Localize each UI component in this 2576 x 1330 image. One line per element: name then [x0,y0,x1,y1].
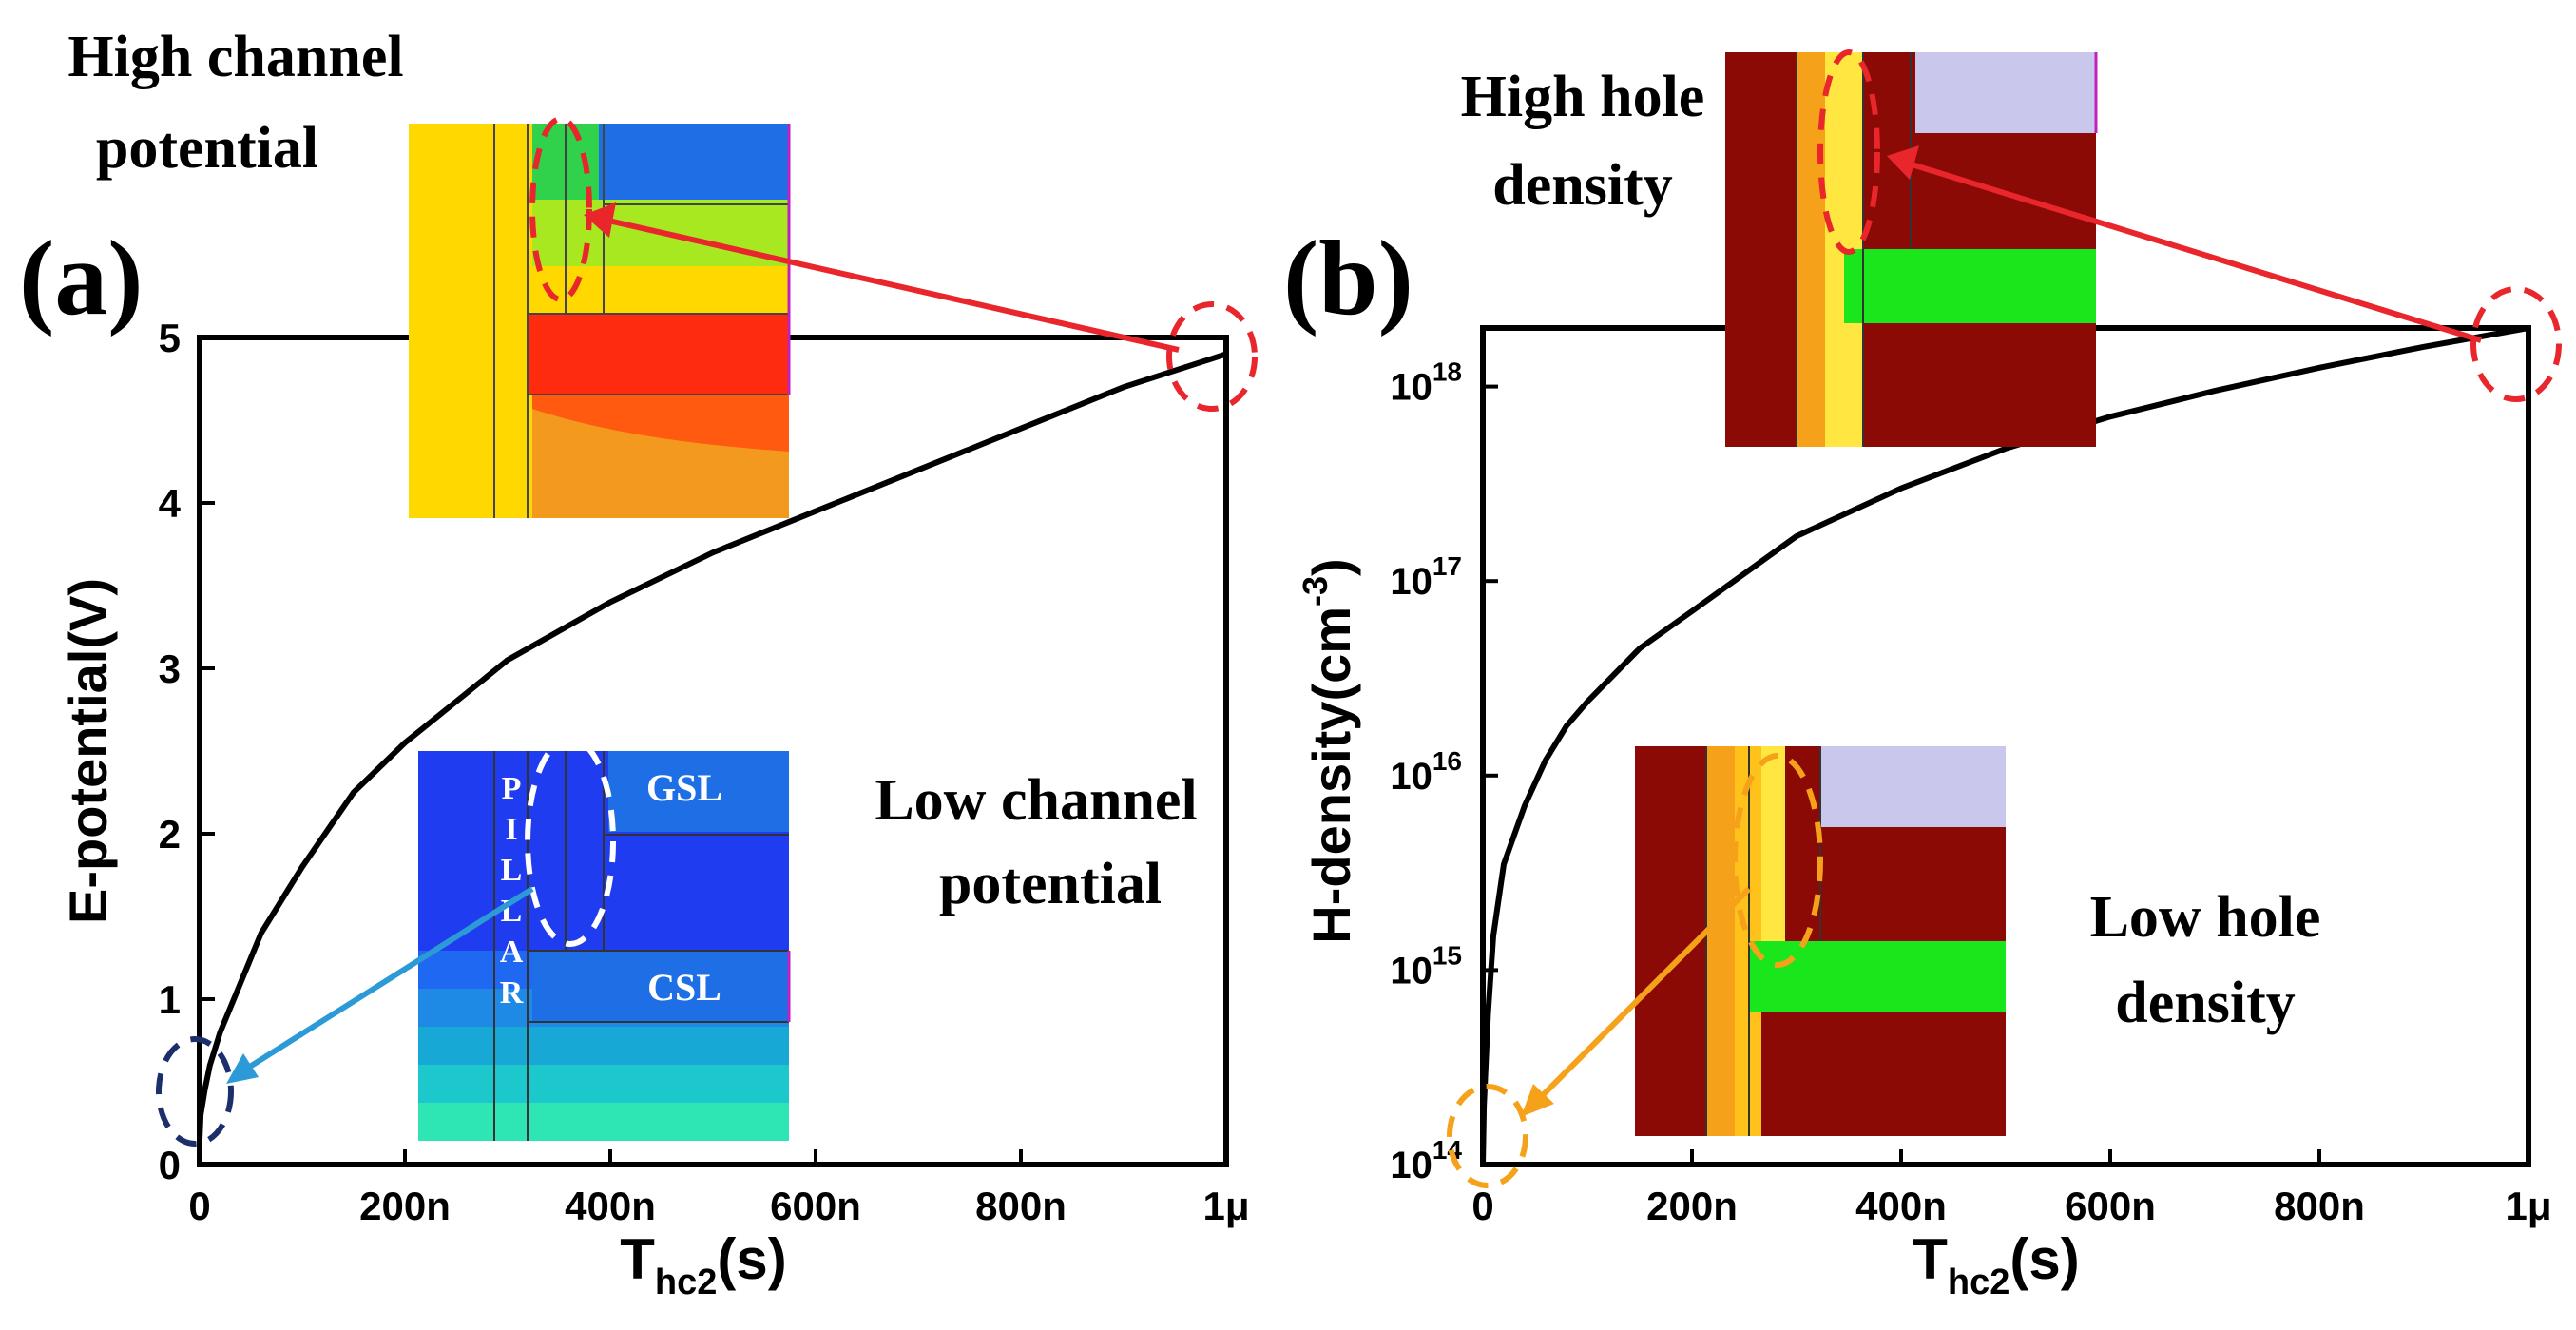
annotation-high-potential: High channel potential [67,25,403,181]
y-tick-label-a: 4 [159,481,182,526]
pillar-letter-l1: L [501,853,523,888]
x-tick-label-b: 200n [1646,1184,1738,1228]
red-circle-high-a [529,116,592,302]
red-circle-high-b [1817,49,1880,255]
x-axis-label-a-unit: (s) [717,1227,786,1291]
x-axis-label-b: Thc2(s) [1913,1227,2079,1302]
panel-label-a: (a) [19,220,144,337]
y-tick-label-a: 0 [159,1143,181,1187]
pillar-letter-p: P [502,771,522,806]
pillar-letters: P I L L A R [500,771,524,1011]
blue-arrow-a [243,886,534,1072]
inset-label-gsl: GSL [646,766,722,809]
panel-b: 0 200n 400n 600n 800n 1μ10141015101610171018 … [1283,49,2562,1302]
y-axis-label-b-main: H-density(cm [1301,607,1361,944]
y-tick-label-b: 1016 [1390,746,1462,798]
inset-high-potential [409,124,791,518]
pillar-letter-i: I [505,812,517,847]
x-tick-label-a: 800n [975,1184,1067,1228]
white-circle-low-a [525,736,616,947]
orange-circle-low-b [1732,753,1823,968]
y-axis-label-b: H-density(cm-3) [1296,558,1361,943]
orange-circle-start-b [1447,1084,1528,1188]
x-axis-label-b-unit: (s) [2009,1227,2079,1291]
navy-circle-start-a [156,1036,234,1147]
orange-arrow-b [1537,886,1752,1101]
x-tick-label-a: 400n [565,1184,656,1228]
inset-low-potential [418,751,791,1141]
x-tick-label-b: 400n [1855,1184,1947,1228]
orange-arrowhead-b [1521,1084,1554,1117]
inset-low-density [1635,746,2006,1136]
red-arrow-a [607,218,1180,353]
annotation-low-potential: Low channel potential [875,768,1197,916]
inset-high-density [1725,52,2098,447]
blue-arrowhead-a [226,1053,259,1084]
ticks-b: 0 200n 400n 600n 800n 1μ 1014 1015 1016 1017 1018 [1390,357,2551,1228]
annotation-high-density: High hole density [1461,65,1705,218]
x-tick-label-b: 800n [2274,1184,2365,1228]
y-axis-label-a: E-potential(V) [58,578,118,924]
y-tick-label-b: 1015 [1390,940,1462,992]
x-axis-label-a: Thc2(s) [620,1227,786,1302]
series-line-a [197,351,1227,1141]
pillar-letter-a: A [500,935,524,970]
annotation-low-density: Low hole density [2090,885,2321,1035]
y-tick-label-b: 1017 [1390,551,1462,603]
y-tick-label-a: 5 [159,316,181,360]
x-axis-label-a-main: T [620,1227,655,1291]
series-line-b [1480,325,2529,1166]
x-tick-label-a: 600n [770,1184,861,1228]
y-tick-label-b: 1018 [1390,357,1462,409]
red-arrowhead-a [584,202,616,238]
x-tick-label-a: 0 [188,1184,210,1228]
red-arrowhead-b [1887,145,1919,180]
ticks-a: 0 200n 400n 600n 800n 1μ 0 1 2 3 4 5 [159,316,1250,1228]
y-tick-label-b: 1014 [1390,1135,1462,1186]
x-axis-label-b-sub: hc2 [1948,1263,2009,1302]
red-arrow-b [1908,161,2482,343]
x-tick-label-a: 1μ [1202,1184,1249,1228]
inset-label-csl: CSL [647,966,721,1009]
x-tick-label-b: 600n [2065,1184,2156,1228]
x-tick-label-b: 0 [1471,1184,1493,1228]
x-tick-label-a: 200n [359,1184,451,1228]
red-circle-end-a [1166,301,1258,412]
y-tick-label-a: 1 [159,977,181,1022]
red-circle-end-b [2470,286,2562,402]
x-axis-label-a-sub: hc2 [655,1263,717,1302]
pillar-letter-r: R [500,975,524,1011]
y-tick-label-a: 3 [159,646,181,691]
y-tick-label-a: 2 [159,812,181,857]
panel-label-b: (b) [1283,220,1413,337]
y-axis-label-b-sup: -3 [1296,576,1335,607]
y-axis-label-b-close: ) [1301,558,1361,576]
x-axis-label-b-main: T [1913,1227,1948,1291]
panel-a: 0 200n 400n 600n 800n 1μ 0 1 2 3 4 5 (a) E-potentia… [19,25,1258,1302]
x-tick-label-b: 1μ [2505,1184,2551,1228]
